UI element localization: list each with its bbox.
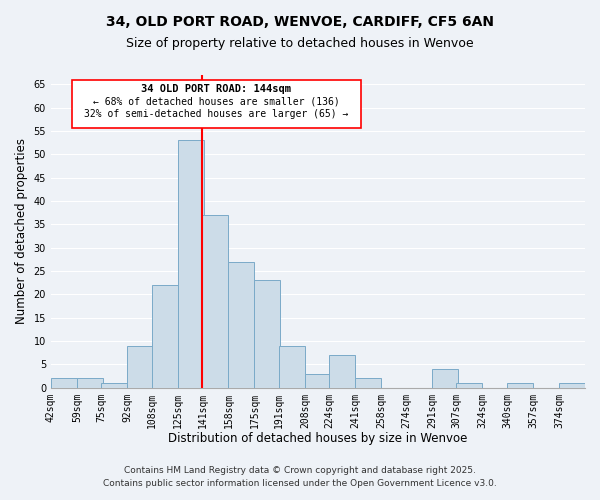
Bar [229, 262, 254, 388]
Y-axis label: Number of detached properties: Number of detached properties [15, 138, 28, 324]
Bar [279, 346, 305, 388]
Bar [127, 346, 154, 388]
Bar [51, 378, 77, 388]
Text: 34, OLD PORT ROAD, WENVOE, CARDIFF, CF5 6AN: 34, OLD PORT ROAD, WENVOE, CARDIFF, CF5 … [106, 15, 494, 29]
Bar [355, 378, 382, 388]
Bar [305, 374, 331, 388]
Text: 34 OLD PORT ROAD: 144sqm: 34 OLD PORT ROAD: 144sqm [142, 84, 292, 94]
Bar [254, 280, 280, 388]
Bar [457, 383, 482, 388]
Bar [507, 383, 533, 388]
Bar [77, 378, 103, 388]
Bar [152, 285, 178, 388]
Text: Contains HM Land Registry data © Crown copyright and database right 2025.
Contai: Contains HM Land Registry data © Crown c… [103, 466, 497, 487]
Text: Size of property relative to detached houses in Wenvoe: Size of property relative to detached ho… [126, 38, 474, 51]
Bar [329, 355, 355, 388]
Bar [178, 140, 204, 388]
FancyBboxPatch shape [72, 80, 361, 128]
Text: ← 68% of detached houses are smaller (136): ← 68% of detached houses are smaller (13… [93, 97, 340, 107]
Text: 32% of semi-detached houses are larger (65) →: 32% of semi-detached houses are larger (… [84, 110, 349, 120]
Bar [101, 383, 127, 388]
Bar [202, 215, 229, 388]
X-axis label: Distribution of detached houses by size in Wenvoe: Distribution of detached houses by size … [168, 432, 467, 445]
Bar [432, 369, 458, 388]
Bar [559, 383, 585, 388]
